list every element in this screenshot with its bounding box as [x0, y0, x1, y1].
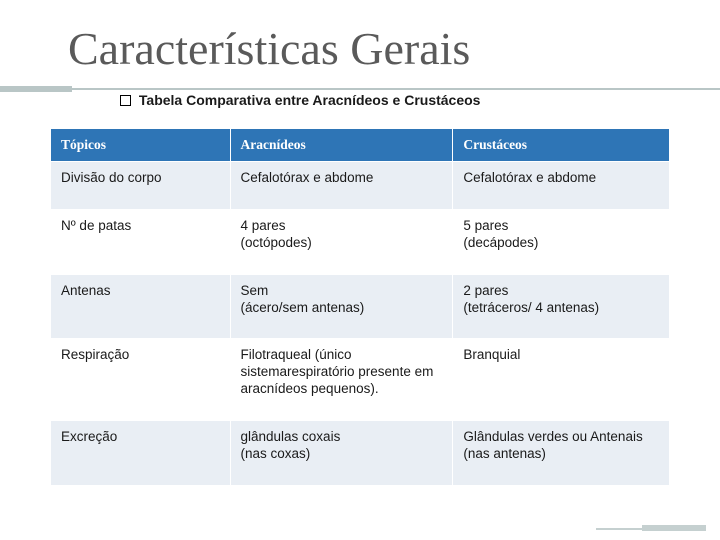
column-header: Tópicos: [51, 129, 231, 162]
table-row: RespiraçãoFilotraqueal (único sistemares…: [51, 339, 670, 421]
table-cell: Cefalotórax e abdome: [453, 162, 670, 210]
subtitle-text: Tabela Comparativa entre Aracnídeos e Cr…: [139, 92, 481, 108]
header-accent-line: [0, 88, 720, 90]
table-cell: Antenas: [51, 274, 231, 339]
table-row: Nº de patas4 pares(octópodes)5 pares(dec…: [51, 209, 670, 274]
table-cell: Respiração: [51, 339, 231, 421]
comparison-table-wrap: Tópicos Aracnídeos Crustáceos Divisão do…: [50, 128, 670, 486]
comparison-table: Tópicos Aracnídeos Crustáceos Divisão do…: [50, 128, 670, 486]
table-cell: Branquial: [453, 339, 670, 421]
subtitle: Tabela Comparativa entre Aracnídeos e Cr…: [120, 92, 480, 108]
table-cell: Cefalotórax e abdome: [230, 162, 453, 210]
table-cell: Glândulas verdes ou Antenais (nas antena…: [453, 421, 670, 486]
table-body: Divisão do corpoCefalotórax e abdomeCefa…: [51, 162, 670, 486]
table-row: Excreçãoglândulas coxais(nas coxas)Glând…: [51, 421, 670, 486]
table-row: AntenasSem(ácero/sem antenas)2 pares(tet…: [51, 274, 670, 339]
table-cell: 2 pares(tetráceros/ 4 antenas): [453, 274, 670, 339]
column-header: Crustáceos: [453, 129, 670, 162]
table-row: Divisão do corpoCefalotórax e abdomeCefa…: [51, 162, 670, 210]
column-header: Aracnídeos: [230, 129, 453, 162]
table-cell: Filotraqueal (único sistemarespiratório …: [230, 339, 453, 421]
footer-accent-line: [596, 516, 706, 530]
table-cell: 4 pares(octópodes): [230, 209, 453, 274]
table-cell: Divisão do corpo: [51, 162, 231, 210]
table-cell: Excreção: [51, 421, 231, 486]
page-title: Características Gerais: [68, 22, 470, 75]
table-cell: glândulas coxais(nas coxas): [230, 421, 453, 486]
bullet-box-icon: [120, 95, 131, 106]
table-cell: 5 pares(decápodes): [453, 209, 670, 274]
table-header-row: Tópicos Aracnídeos Crustáceos: [51, 129, 670, 162]
table-cell: Nº de patas: [51, 209, 231, 274]
table-cell: Sem(ácero/sem antenas): [230, 274, 453, 339]
